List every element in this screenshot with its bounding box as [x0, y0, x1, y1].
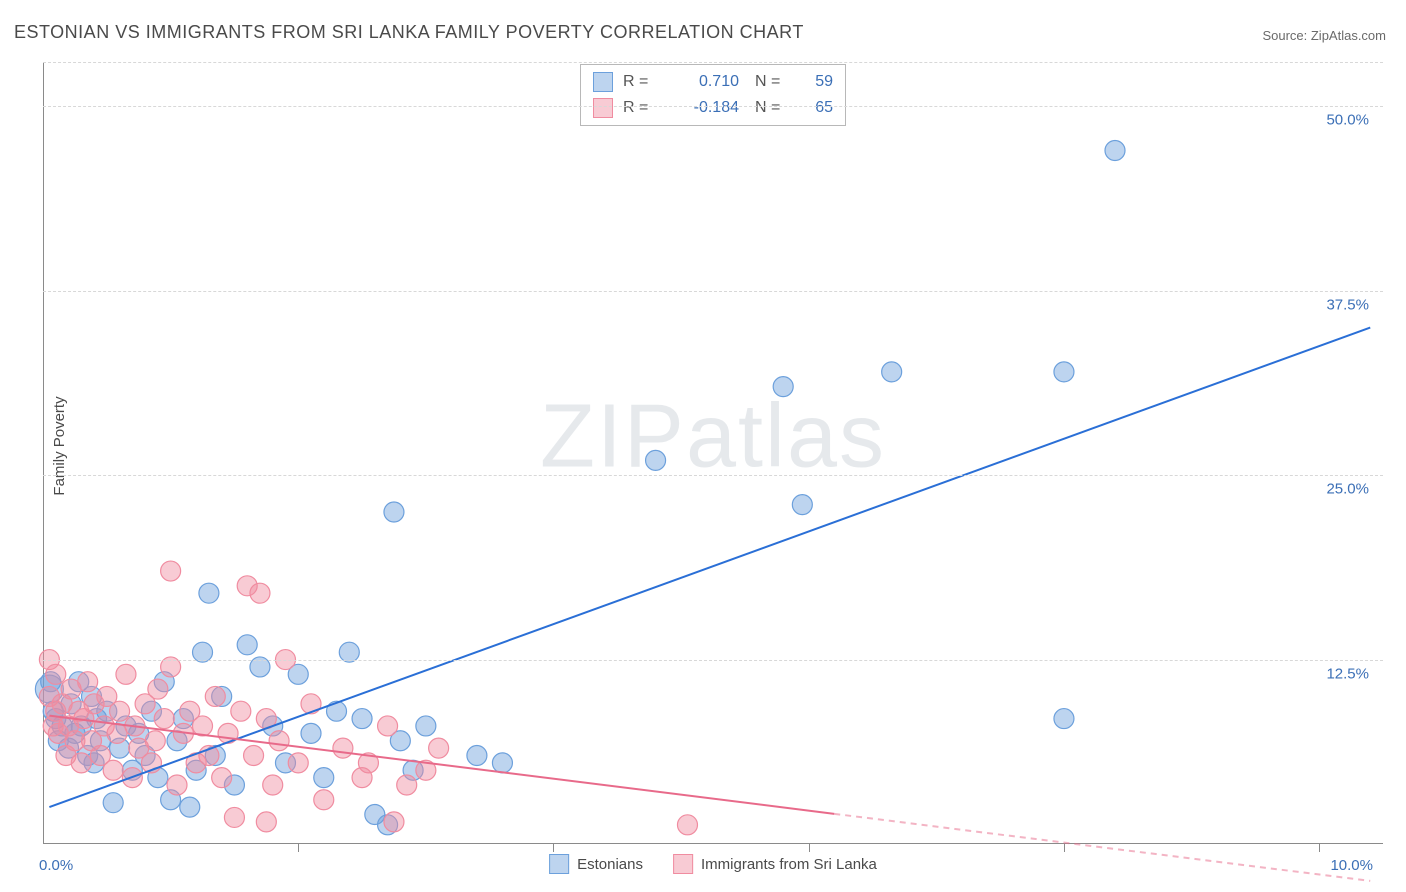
data-point [492, 753, 512, 773]
data-point [352, 709, 372, 729]
legend-swatch [593, 98, 613, 118]
regression-line-dashed [834, 814, 1370, 881]
data-point [110, 701, 130, 721]
gridline [43, 62, 1383, 63]
data-point [288, 753, 308, 773]
data-point [397, 775, 417, 795]
data-point [71, 753, 91, 773]
legend-n-value: 65 [799, 95, 833, 121]
x-origin-label: 0.0% [39, 857, 73, 874]
x-end-label: 10.0% [1330, 857, 1373, 874]
legend-swatch [593, 72, 613, 92]
data-point [263, 775, 283, 795]
data-point [301, 723, 321, 743]
legend-swatch [549, 854, 569, 874]
data-point [1105, 141, 1125, 161]
data-point [103, 793, 123, 813]
source-attribution: Source: ZipAtlas.com [1262, 28, 1386, 43]
data-point [199, 583, 219, 603]
data-point [416, 716, 436, 736]
legend-n-label: N = [749, 95, 789, 121]
data-point [103, 760, 123, 780]
legend-n-label: N = [749, 69, 789, 95]
data-point [646, 450, 666, 470]
legend-label: Immigrants from Sri Lanka [701, 856, 877, 873]
source-value: ZipAtlas.com [1311, 28, 1386, 43]
data-point [314, 768, 334, 788]
data-point [180, 797, 200, 817]
legend-label: Estonians [577, 856, 643, 873]
data-point [378, 716, 398, 736]
data-point [237, 635, 257, 655]
data-point [333, 738, 353, 758]
data-point [882, 362, 902, 382]
data-point [145, 731, 165, 751]
data-point [212, 768, 232, 788]
regression-line [49, 328, 1370, 808]
chart-container: ESTONIAN VS IMMIGRANTS FROM SRI LANKA FA… [0, 0, 1406, 892]
data-point [1054, 709, 1074, 729]
data-point [116, 664, 136, 684]
gridline [43, 475, 1383, 476]
data-point [250, 583, 270, 603]
legend-n-value: 59 [799, 69, 833, 95]
y-tick-label: 37.5% [1326, 296, 1369, 313]
data-point [269, 731, 289, 751]
data-point [1054, 362, 1074, 382]
legend-r-value: 0.710 [669, 69, 739, 95]
legend-r-label: R = [623, 69, 659, 95]
data-point [161, 561, 181, 581]
source-label: Source: [1262, 28, 1310, 43]
gridline [43, 106, 1383, 107]
data-point [314, 790, 334, 810]
data-point [231, 701, 251, 721]
x-tick [1064, 844, 1065, 852]
x-tick [298, 844, 299, 852]
correlation-legend: R = 0.710 N = 59 R = -0.184 N = 65 [580, 64, 846, 126]
data-point [154, 709, 174, 729]
data-point [224, 807, 244, 827]
scatter-plot-svg [43, 62, 1383, 844]
data-point [244, 745, 264, 765]
y-tick-label: 12.5% [1326, 665, 1369, 682]
data-point [78, 672, 98, 692]
data-point [107, 723, 127, 743]
legend-r-label: R = [623, 95, 659, 121]
x-tick [1319, 844, 1320, 852]
data-point [205, 686, 225, 706]
x-tick [553, 844, 554, 852]
data-point [327, 701, 347, 721]
data-point [773, 377, 793, 397]
data-point [677, 815, 697, 835]
data-point [46, 664, 66, 684]
legend-item: Immigrants from Sri Lanka [673, 854, 877, 874]
y-tick-label: 25.0% [1326, 481, 1369, 498]
gridline [43, 660, 1383, 661]
y-tick-label: 50.0% [1326, 112, 1369, 129]
data-point [301, 694, 321, 714]
legend-row: R = 0.710 N = 59 [593, 69, 833, 95]
legend-row: R = -0.184 N = 65 [593, 95, 833, 121]
legend-r-value: -0.184 [669, 95, 739, 121]
chart-title: ESTONIAN VS IMMIGRANTS FROM SRI LANKA FA… [14, 22, 804, 43]
gridline [43, 291, 1383, 292]
data-point [792, 495, 812, 515]
series-legend: Estonians Immigrants from Sri Lanka [549, 854, 877, 874]
x-tick [809, 844, 810, 852]
data-point [256, 812, 276, 832]
data-point [167, 775, 187, 795]
plot-area: ZIPatlas R =0.710N =59R =-0.184N =65 Est… [43, 62, 1383, 844]
data-point [384, 812, 404, 832]
data-point [429, 738, 449, 758]
data-point [148, 679, 168, 699]
legend-item: Estonians [549, 854, 643, 874]
legend-swatch [673, 854, 693, 874]
data-point [467, 745, 487, 765]
data-point [384, 502, 404, 522]
